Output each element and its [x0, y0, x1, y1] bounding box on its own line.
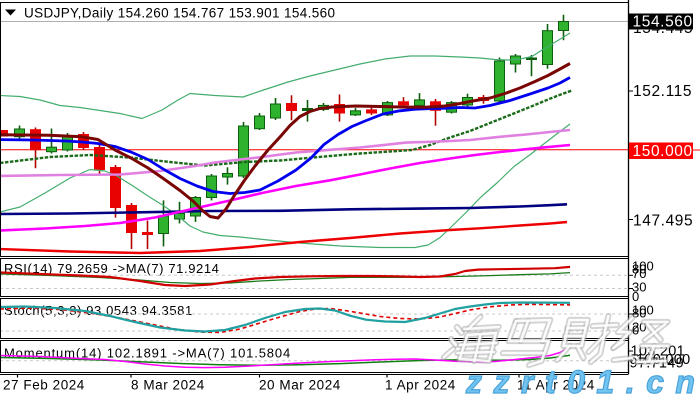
svg-text:USDJPY,Daily 154.260 154.767: USDJPY,Daily 154.260 154.767 153.901 154…	[24, 6, 335, 21]
svg-text:154.445: 154.445	[633, 20, 693, 37]
svg-text:zzrt01.cn: zzrt01.cn	[465, 364, 700, 400]
svg-text:154.560: 154.560	[633, 14, 693, 31]
svg-text:1 Apr 2024: 1 Apr 2024	[385, 378, 456, 393]
svg-text:RSI(14) 79.2659 ->MA(7) 71.92: RSI(14) 79.2659 ->MA(7) 71.9214	[4, 261, 220, 276]
svg-text:20 Mar 2024: 20 Mar 2024	[259, 378, 341, 393]
svg-text:100: 100	[632, 259, 654, 274]
svg-text:27 Feb 2024: 27 Feb 2024	[3, 378, 85, 393]
svg-text:0: 0	[632, 323, 639, 338]
svg-text:100: 100	[632, 303, 654, 318]
svg-text:80: 80	[632, 306, 646, 321]
svg-text:Stoch(5,3,3) 93.0543 94.3581: Stoch(5,3,3) 93.0543 94.3581	[4, 303, 193, 318]
svg-text:30: 30	[632, 280, 646, 295]
svg-text:Momentum(14) 102.1891 ->MA(7): Momentum(14) 102.1891 ->MA(7) 101.5804	[4, 346, 291, 361]
svg-text:147.495: 147.495	[633, 213, 693, 230]
svg-text:0: 0	[632, 289, 639, 304]
svg-text:11 Apr 2024: 11 Apr 2024	[517, 378, 595, 393]
svg-text:70: 70	[632, 266, 646, 281]
svg-text:8 Mar 2024: 8 Mar 2024	[131, 378, 205, 393]
svg-text:150.000: 150.000	[633, 143, 693, 160]
svg-text:152.115: 152.115	[633, 83, 692, 100]
svg-text:80: 80	[632, 262, 646, 277]
